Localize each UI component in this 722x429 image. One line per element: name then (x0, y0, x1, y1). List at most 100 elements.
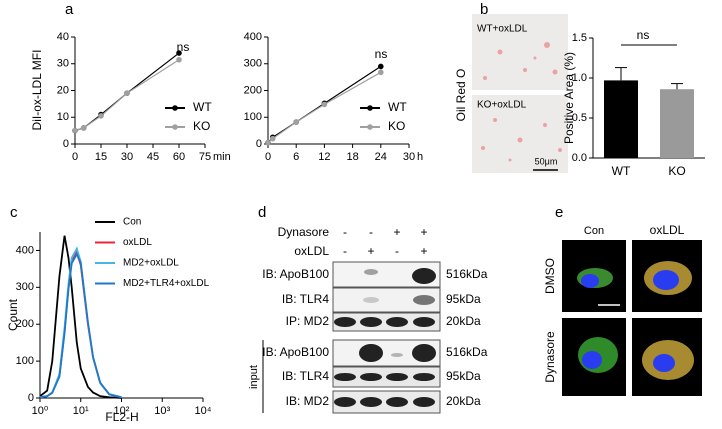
x-tick-label: 10⁴ (195, 405, 212, 417)
bar (604, 80, 638, 158)
legend-label: oxLDL (123, 237, 152, 248)
y-tick-label: 1.5 (572, 32, 587, 44)
x-tick-label: 6 (293, 151, 299, 163)
data-point (176, 50, 182, 56)
blot-row-label: IB: TLR4 (282, 292, 329, 306)
legend-marker (367, 105, 373, 111)
legend-marker (172, 124, 178, 130)
panel-label: a (65, 1, 74, 18)
y-tick-label: 200 (16, 318, 34, 330)
data-point (124, 90, 130, 96)
legend-label: WT (388, 100, 407, 114)
scale-bar-label: 10μm (599, 293, 620, 302)
data-point (265, 139, 271, 146)
x-tick-label: 75 (199, 151, 211, 163)
channel-label: MD2 (565, 257, 584, 267)
legend-label: KO (388, 119, 405, 133)
treatment-sign: + (367, 244, 374, 258)
treatment-sign: - (343, 225, 347, 239)
blot-size-label: 516kDa (446, 267, 488, 281)
x-unit: h (417, 151, 423, 163)
y-tick-label: 200 (244, 84, 262, 96)
input-label: input (248, 365, 260, 389)
y-tick-label: 100 (16, 355, 34, 367)
data-point (378, 63, 384, 70)
blot-row-label: IB: ApoB100 (262, 345, 329, 359)
lipid-droplets (481, 42, 562, 162)
legend-label: WT (193, 100, 212, 114)
treatment-sign: + (420, 244, 427, 258)
x-tick-label: 12 (318, 151, 330, 163)
legend-marker (172, 105, 178, 111)
y-tick-label: 40 (57, 31, 69, 43)
y-tick-label: 0 (63, 138, 69, 150)
data-point (293, 119, 300, 125)
y-tick-label: 0 (28, 392, 34, 404)
blot-size-label: 20kDa (446, 314, 481, 328)
row-label: DMSO (543, 258, 557, 294)
x-tick-label: 30 (121, 151, 133, 163)
data-point (72, 127, 78, 134)
blot-size-label: 95kDa (446, 292, 481, 306)
x-unit: min (213, 151, 231, 163)
data-point (80, 125, 87, 131)
column-label: oxLDL (650, 223, 685, 237)
treatment-sign: + (393, 225, 400, 239)
treatment-label: Dynasore (278, 225, 330, 239)
data-point (269, 135, 276, 142)
y-axis-label: Positive Area (%) (562, 52, 576, 144)
panel-label: e (555, 204, 563, 221)
panel-label: d (258, 204, 266, 221)
stain-label: Oil Red O (454, 69, 468, 122)
x-axis-label: FL2-H (105, 410, 138, 424)
y-axis-label: DiI-ox-LDL MFI (30, 50, 44, 131)
data-point (176, 56, 182, 63)
data-point (98, 113, 104, 119)
treatment-sign: + (420, 225, 427, 239)
x-tick-label: 10² (114, 405, 130, 417)
x-tick-label: 10⁰ (32, 405, 49, 417)
y-tick-label: 400 (244, 31, 262, 43)
x-tick-label: 45 (147, 151, 159, 163)
x-tick-label: 15 (95, 151, 107, 163)
blot-row-label: IB: MD2 (286, 394, 330, 408)
column-label: Con (584, 225, 604, 237)
image-label: WT+oxLDL (477, 24, 528, 35)
y-tick-label: 0.5 (572, 112, 587, 124)
legend-label: MD2+TLR4+oxLDL (123, 278, 210, 289)
legend-label: MD2+oxLDL (123, 258, 179, 269)
x-tick-label: 24 (375, 151, 387, 163)
blot-row-label: IB: TLR4 (282, 369, 329, 383)
y-tick-label: 10 (57, 111, 69, 123)
y-tick-label: 0 (256, 138, 262, 150)
y-tick-label: 100 (244, 111, 262, 123)
channel-label: ApoB100 (565, 245, 602, 255)
x-tick-label: 18 (346, 151, 358, 163)
treatment-label: oxLDL (294, 244, 329, 258)
treatment-sign: - (395, 244, 399, 258)
micrographs (562, 240, 702, 396)
scale-bar-label: 50μm (535, 156, 558, 166)
bar (660, 89, 694, 158)
x-tick-label: 0 (265, 151, 271, 163)
treatment-sign: - (369, 225, 373, 239)
panel-label: b (480, 1, 488, 18)
x-tick-label: 60 (173, 151, 185, 163)
blot-size-label: 516kDa (446, 345, 488, 359)
x-tick-label: 10³ (154, 405, 170, 417)
y-tick-label: 300 (16, 281, 34, 293)
blot-size-label: 95kDa (446, 369, 481, 383)
y-tick-label: 1.0 (572, 72, 587, 84)
series-line (39, 252, 122, 399)
legend-label: Con (123, 217, 141, 228)
blot-row-label: IB: ApoB100 (262, 267, 329, 281)
x-tick-label: WT (612, 164, 631, 178)
oil-red-image (472, 95, 568, 173)
x-tick-label: 0 (72, 151, 78, 163)
series-line (39, 235, 122, 399)
data-point (321, 101, 328, 108)
y-tick-label: 20 (57, 84, 69, 96)
y-tick-label: 30 (57, 58, 69, 70)
annotation: ns (375, 47, 388, 61)
